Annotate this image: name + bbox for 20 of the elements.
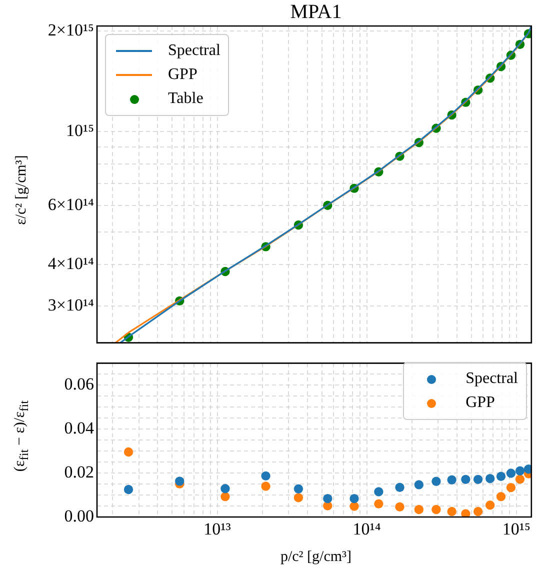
legend-label: Table: [168, 90, 204, 108]
chart-title: MPA1: [289, 1, 343, 24]
y-tick-label: 0.00: [64, 506, 94, 526]
y-tick-label: 10¹⁵: [66, 120, 94, 140]
x-tick-label: 10¹³: [204, 520, 231, 539]
y-tick-label: 3×10¹⁴: [48, 296, 94, 315]
x-tick-label: 10¹⁵: [502, 520, 530, 539]
legend-label: GPP: [168, 66, 198, 84]
y-tick-label: 4×10¹⁴: [48, 254, 94, 273]
y-tick-label: 6×10¹⁴: [48, 195, 94, 214]
legend-label: Spectral: [466, 370, 518, 388]
x-tick-label: 10¹⁴: [352, 520, 381, 539]
y-tick-label: 0.02: [64, 462, 94, 482]
y-tick-label: 0.04: [64, 418, 94, 438]
y-tick-label: 2×10¹⁵: [48, 20, 94, 40]
x-axis-title: p/c² [g/cm³]: [279, 549, 353, 566]
legend-label: GPP: [466, 394, 495, 412]
y-tick-label: 0.06: [64, 374, 94, 394]
legend-label: Spectral: [168, 42, 220, 60]
y-axis-title: ε/c² [g/cm³]: [14, 155, 30, 225]
